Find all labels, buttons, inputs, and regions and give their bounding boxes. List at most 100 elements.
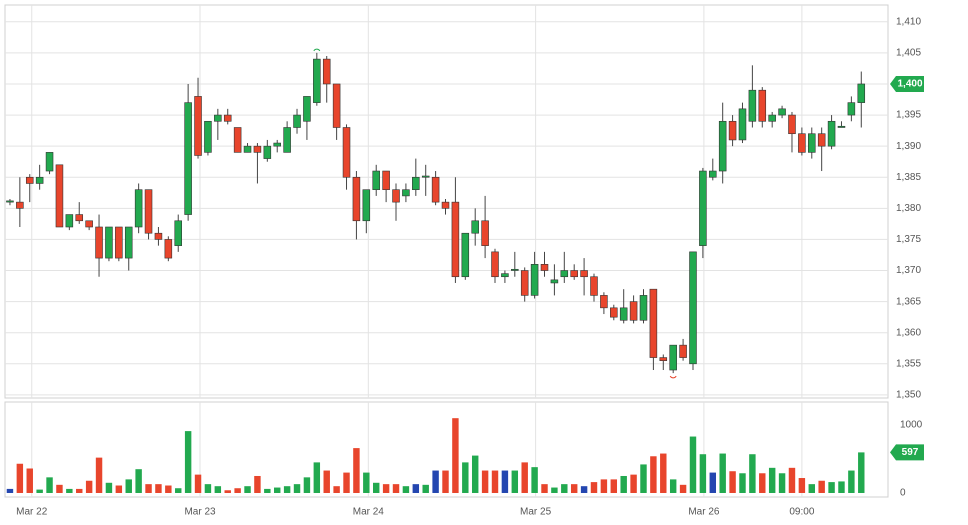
volume-bar xyxy=(511,470,519,493)
volume-bar xyxy=(452,418,459,493)
panel-frame xyxy=(4,4,889,399)
candle-body xyxy=(768,114,776,122)
volume-bar xyxy=(412,484,420,493)
volume-bar xyxy=(580,486,588,493)
candle-body xyxy=(253,145,262,153)
volume-bar xyxy=(858,452,865,493)
candle-body xyxy=(441,201,450,209)
volume-bar xyxy=(76,488,83,493)
volume-bar xyxy=(660,453,667,493)
low-marker xyxy=(669,375,677,379)
volume-bar xyxy=(679,484,687,493)
last-value-tag xyxy=(890,75,924,92)
candle-body xyxy=(144,189,153,234)
candle-body xyxy=(847,102,856,116)
candle-body xyxy=(501,273,509,278)
candle-body xyxy=(520,270,529,296)
y-tick-label: 1,385 xyxy=(896,172,921,183)
volume-bar xyxy=(521,462,528,493)
y-tick-label: 1,360 xyxy=(896,327,921,338)
y-tick-label: 1000 xyxy=(900,420,923,431)
y-tick-label: 1,380 xyxy=(896,203,921,214)
volume-bar xyxy=(224,490,231,493)
candle-body xyxy=(204,120,212,153)
volume-bar xyxy=(848,470,855,493)
volume-bar xyxy=(244,486,251,493)
x-tick-label: Mar 26 xyxy=(688,507,720,518)
candle-body xyxy=(748,89,757,122)
candle-body xyxy=(471,220,479,234)
volume-bar xyxy=(333,486,340,493)
candle-body xyxy=(709,170,717,178)
high-marker xyxy=(313,48,321,52)
volume-bar xyxy=(432,470,439,493)
candle-body xyxy=(827,120,836,147)
candle-body xyxy=(699,170,707,246)
volume-bar xyxy=(155,484,162,493)
candle-body xyxy=(75,214,84,222)
candle-body xyxy=(619,307,628,321)
candle-body xyxy=(817,133,826,147)
volume-bar xyxy=(798,478,806,493)
candle-body xyxy=(105,226,113,259)
volume-bar xyxy=(471,455,479,493)
candle-body xyxy=(35,176,44,184)
candle-body xyxy=(570,270,578,278)
volume-bar xyxy=(402,486,410,493)
candle-body xyxy=(491,251,499,278)
candle-body xyxy=(421,175,430,178)
candle-body xyxy=(590,276,598,296)
volume-bar xyxy=(749,454,756,493)
volume-bar xyxy=(739,473,746,493)
candle-body xyxy=(718,120,727,172)
candle-body xyxy=(580,270,588,278)
candle-body xyxy=(372,170,380,190)
volume-bar xyxy=(85,480,93,493)
x-tick-label: Mar 22 xyxy=(16,507,48,518)
volume-bar xyxy=(551,487,558,493)
volume-bar xyxy=(274,487,281,493)
candle-body xyxy=(184,102,192,215)
volume-bar xyxy=(175,488,182,493)
last-value-label: 597 xyxy=(902,447,919,458)
volume-bar xyxy=(422,484,429,493)
volume-bar xyxy=(640,464,647,493)
panel-frame xyxy=(4,401,889,498)
y-tick-label: 1,370 xyxy=(896,265,921,276)
candle-body xyxy=(857,83,866,103)
candle-body xyxy=(778,108,786,116)
candle-body xyxy=(461,232,470,278)
volume-bar xyxy=(828,482,835,493)
candle-body xyxy=(511,268,519,271)
volume-bar xyxy=(630,474,637,493)
candle-body xyxy=(194,96,202,156)
volume-bar xyxy=(372,482,380,493)
candle-body xyxy=(85,220,93,228)
volume-bar xyxy=(669,479,677,493)
volume-bar xyxy=(729,471,736,493)
candle-body xyxy=(451,201,460,278)
volume-bar xyxy=(531,467,538,493)
candle-body xyxy=(530,264,539,296)
volume-bar xyxy=(56,484,63,493)
candle-body xyxy=(164,239,173,259)
y-tick-label: 1,355 xyxy=(896,358,921,369)
last-value-tag xyxy=(890,444,924,461)
volume-bar xyxy=(184,431,192,493)
candle-body xyxy=(233,127,242,153)
candle-body xyxy=(283,127,291,153)
candle-body xyxy=(560,270,569,278)
candle-body xyxy=(55,164,64,228)
volume-bar xyxy=(26,468,33,493)
volume-bar xyxy=(620,475,627,493)
volume-bar xyxy=(610,479,618,493)
candle-body xyxy=(65,214,74,228)
volume-bar xyxy=(343,472,350,493)
candle-body xyxy=(293,114,301,128)
volume-bar xyxy=(561,484,568,493)
candle-body xyxy=(669,344,677,371)
volume-bar xyxy=(135,469,142,493)
candle-body xyxy=(342,127,351,178)
volume-bar xyxy=(283,486,291,493)
